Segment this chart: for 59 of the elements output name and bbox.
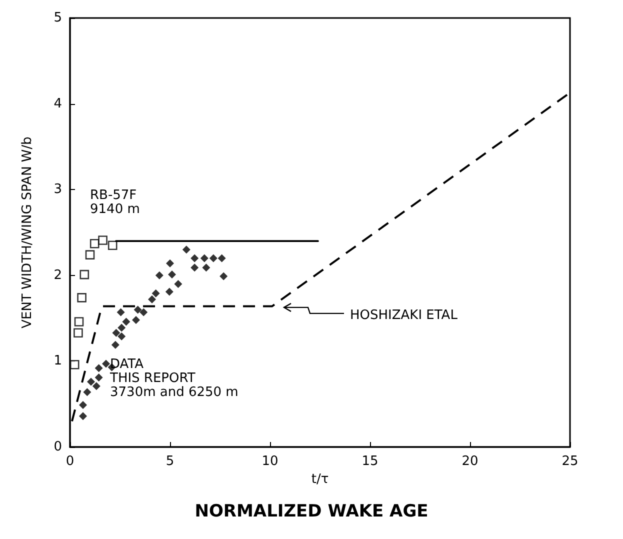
point <box>166 259 174 268</box>
point <box>209 254 218 262</box>
x-tick-label: 10 <box>262 454 278 469</box>
point <box>220 272 228 280</box>
point <box>80 270 90 280</box>
x-tick-label: 15 <box>362 454 378 469</box>
annotation: HOSHIZAKI ETAL <box>350 308 458 323</box>
point <box>118 324 126 332</box>
point <box>98 236 108 245</box>
point <box>190 254 199 262</box>
point <box>70 360 80 370</box>
point <box>94 364 103 372</box>
point <box>152 289 160 298</box>
point <box>74 317 84 326</box>
point <box>74 328 83 338</box>
y-tick-label: 3 <box>54 182 62 198</box>
point <box>165 288 174 296</box>
point <box>148 295 156 304</box>
y-tick-label: 4 <box>54 96 62 112</box>
point <box>111 340 120 349</box>
y-tick-label: 0 <box>54 440 62 454</box>
point <box>190 264 199 272</box>
point <box>90 239 100 248</box>
point <box>168 270 176 279</box>
point <box>94 374 103 382</box>
point <box>132 316 140 324</box>
point <box>182 246 190 254</box>
point <box>83 388 92 396</box>
point <box>85 250 95 260</box>
point <box>112 328 120 337</box>
point <box>134 306 142 314</box>
point <box>79 400 87 409</box>
y-axis-title: VENT WIDTH/WING SPAN W/b <box>20 136 35 328</box>
point <box>174 280 182 288</box>
x-tick-label: 25 <box>562 454 578 469</box>
point <box>140 308 148 316</box>
point <box>92 382 100 390</box>
y-tick-label: 1 <box>54 354 62 369</box>
point <box>102 360 110 368</box>
point <box>108 240 118 250</box>
text: NORMALIZED WAKE AGE <box>194 502 428 522</box>
x-tick-label: 5 <box>166 454 174 469</box>
y-tick-label: 5 <box>54 10 62 26</box>
point <box>118 332 126 340</box>
point <box>79 412 87 420</box>
x-axis-title: t/τ <box>311 472 329 487</box>
point <box>200 254 208 262</box>
point <box>202 264 210 272</box>
x-tick-label: 20 <box>462 454 478 469</box>
point <box>218 254 226 262</box>
point <box>87 378 95 386</box>
x-tick-label: 0 <box>66 454 74 469</box>
point <box>116 308 125 316</box>
annotation: DATA THIS REPORT 3730m and 6250 m <box>109 356 238 400</box>
point <box>122 318 130 326</box>
point <box>155 271 164 280</box>
point <box>77 293 86 302</box>
annotation: RB-57F 9140 m <box>90 188 140 217</box>
y-tick-label: 2 <box>54 268 62 283</box>
